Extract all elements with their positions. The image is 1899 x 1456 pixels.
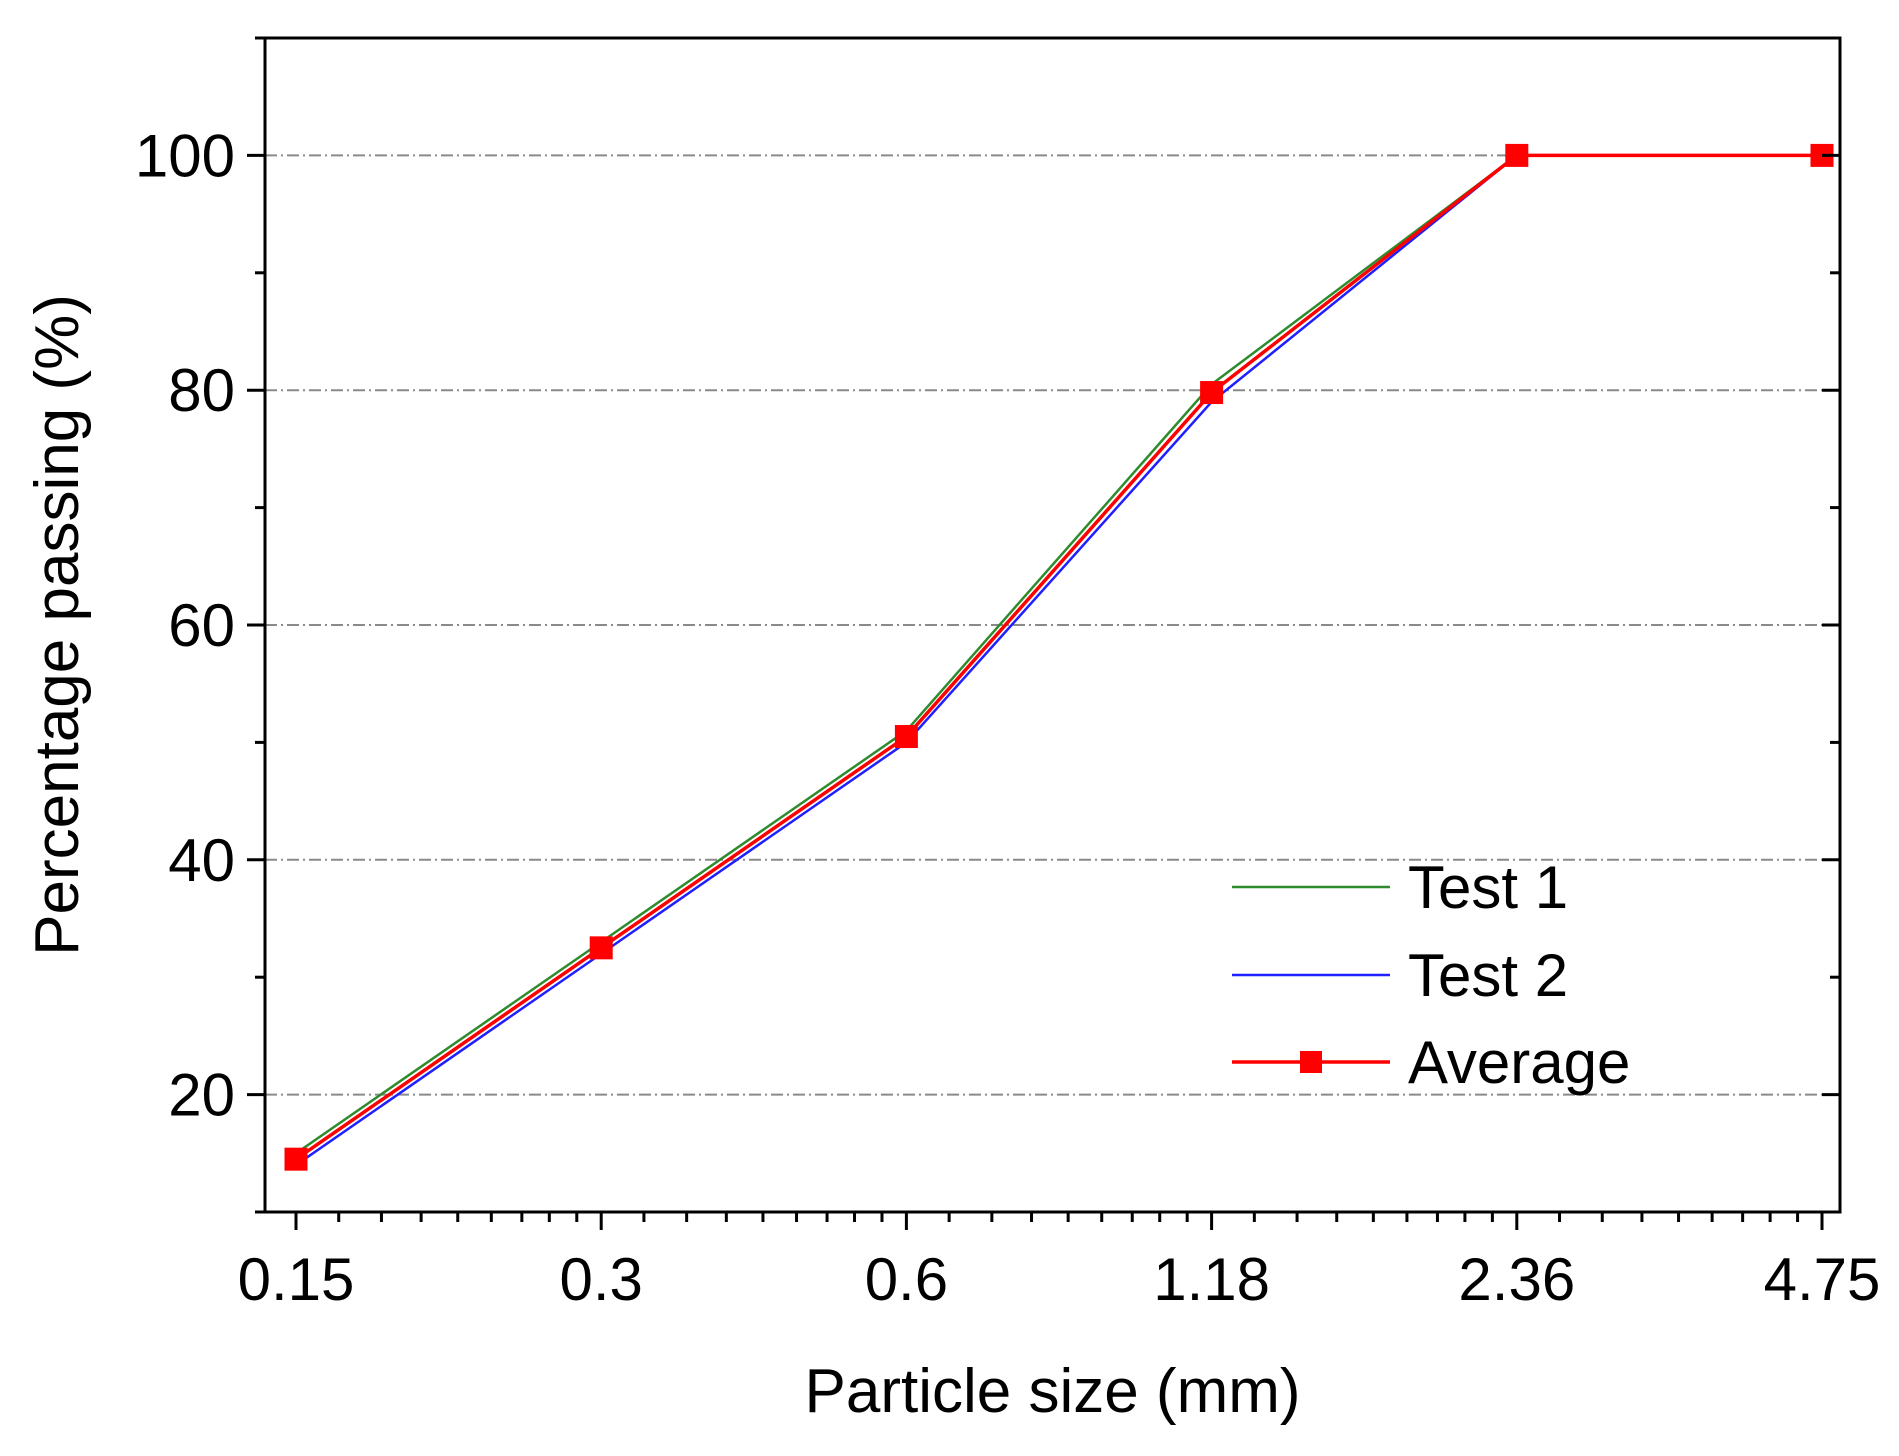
legend-marker-average	[1300, 1051, 1322, 1073]
x-tick-label: 2.36	[1458, 1246, 1575, 1313]
y-tick-label: 100	[135, 122, 235, 189]
x-tick-label: 0.3	[559, 1246, 642, 1313]
series-line-average	[295, 153, 1822, 1161]
legend-item-average: Average	[1232, 1029, 1630, 1096]
legend-label-test-2: Test 2	[1408, 942, 1568, 1009]
data-point-average	[1200, 381, 1224, 405]
data-point-average	[894, 725, 918, 749]
y-tick-label: 40	[168, 827, 235, 894]
y-axis-title: Percentage passing (%)	[23, 294, 92, 956]
y-tick-label: 60	[168, 592, 235, 659]
legend: Test 1 Test 2 Average	[1232, 854, 1630, 1096]
legend-label-test-1: Test 1	[1408, 854, 1568, 921]
tick-layer	[247, 36, 1840, 1230]
grid-layer	[265, 154, 1840, 1096]
x-tick-label: 0.15	[238, 1246, 355, 1313]
y-tick-label: 20	[168, 1062, 235, 1129]
x-axis-title: Particle size (mm)	[804, 1357, 1300, 1426]
x-tick-label: 0.6	[865, 1246, 948, 1313]
data-point-average	[1505, 143, 1529, 167]
data-point-average	[284, 1147, 308, 1171]
legend-item-test-1: Test 1	[1232, 854, 1568, 921]
legend-item-test-2: Test 2	[1232, 942, 1568, 1009]
y-tick-label: 80	[168, 357, 235, 424]
legend-label-average: Average	[1408, 1029, 1630, 1096]
series-layer	[295, 153, 1822, 1167]
data-point-average	[589, 936, 613, 960]
tick-label-layer: 20 40 60 80 100 0.15 0.3 0.6 1.18 2.36 4.75	[135, 122, 1881, 1313]
x-tick-label: 4.75	[1764, 1246, 1881, 1313]
series-line-test-1	[295, 154, 1822, 1155]
series-line-test-2	[295, 154, 1822, 1167]
marker-layer	[284, 143, 1834, 1171]
x-tick-label: 1.18	[1153, 1246, 1270, 1313]
